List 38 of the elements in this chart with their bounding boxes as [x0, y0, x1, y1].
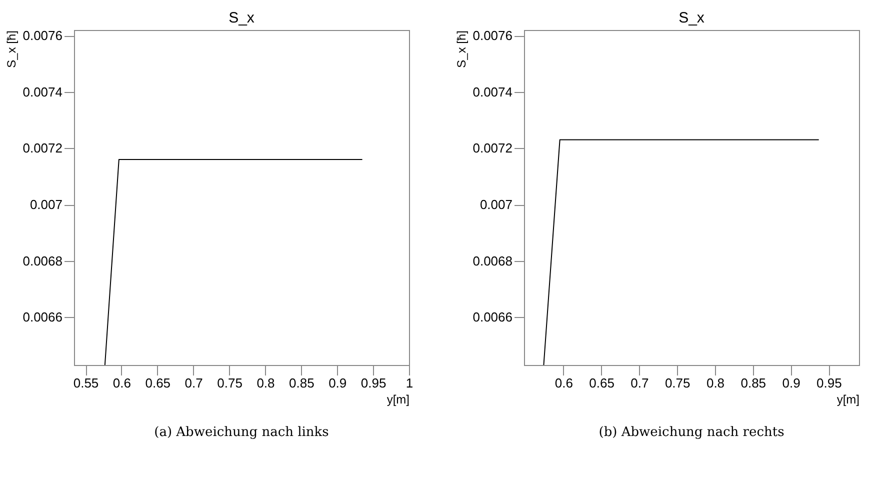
y-tick-label: 0.0072 — [472, 140, 512, 156]
x-tick-label: 0.7 — [184, 376, 203, 390]
x-tick-label: 0.95 — [360, 376, 386, 390]
x-tick-label: 0.55 — [73, 376, 99, 390]
chart-title: S_x — [228, 10, 255, 27]
x-tick-label: 0.85 — [740, 376, 766, 390]
x-tick-label: 0.9 — [782, 376, 800, 390]
text: (b) Abweichung nach rechts — [598, 425, 784, 440]
y-tick-label: 0.0068 — [22, 253, 62, 268]
x-tick-label: 0.8 — [706, 376, 725, 390]
y-tick-label: 0.007 — [30, 197, 62, 212]
x-tick-label: 0.9 — [328, 376, 347, 390]
x-tick-label: 1 — [406, 376, 414, 390]
x-tick-label: 0.75 — [217, 376, 242, 390]
y-tick-label: 0.0068 — [472, 253, 512, 268]
x-tick-label: 0.75 — [664, 376, 690, 390]
y-tick-label: 0.0066 — [472, 310, 512, 325]
x-tick-label: 0.65 — [589, 376, 614, 390]
y-tick-label: 0.0066 — [22, 310, 62, 325]
x-axis-title: y[m] — [836, 392, 860, 406]
x-tick-label: 0.6 — [554, 376, 573, 390]
y-tick-label: 0.007 — [480, 197, 512, 212]
x-axis-title: y[m] — [386, 392, 410, 406]
y-axis-title: S_x [ħ] — [454, 30, 469, 68]
x-tick-label: 0.7 — [630, 376, 649, 390]
text: (a) Abweichung nach links — [154, 425, 329, 440]
y-tick-label: 0.0076 — [472, 28, 512, 44]
x-tick-label: 0.65 — [145, 376, 171, 390]
y-axis-title: S_x [ħ] — [4, 30, 19, 68]
y-tick-label: 0.0072 — [22, 140, 62, 156]
y-tick-label: 0.0074 — [472, 84, 512, 100]
x-tick-label: 0.85 — [289, 376, 314, 390]
y-tick-label: 0.0076 — [22, 28, 62, 44]
x-tick-label: 0.95 — [816, 376, 842, 390]
x-tick-label: 0.6 — [112, 376, 131, 390]
y-tick-label: 0.0074 — [22, 84, 62, 100]
chart-title: S_x — [678, 10, 705, 27]
x-tick-label: 0.8 — [256, 376, 275, 390]
